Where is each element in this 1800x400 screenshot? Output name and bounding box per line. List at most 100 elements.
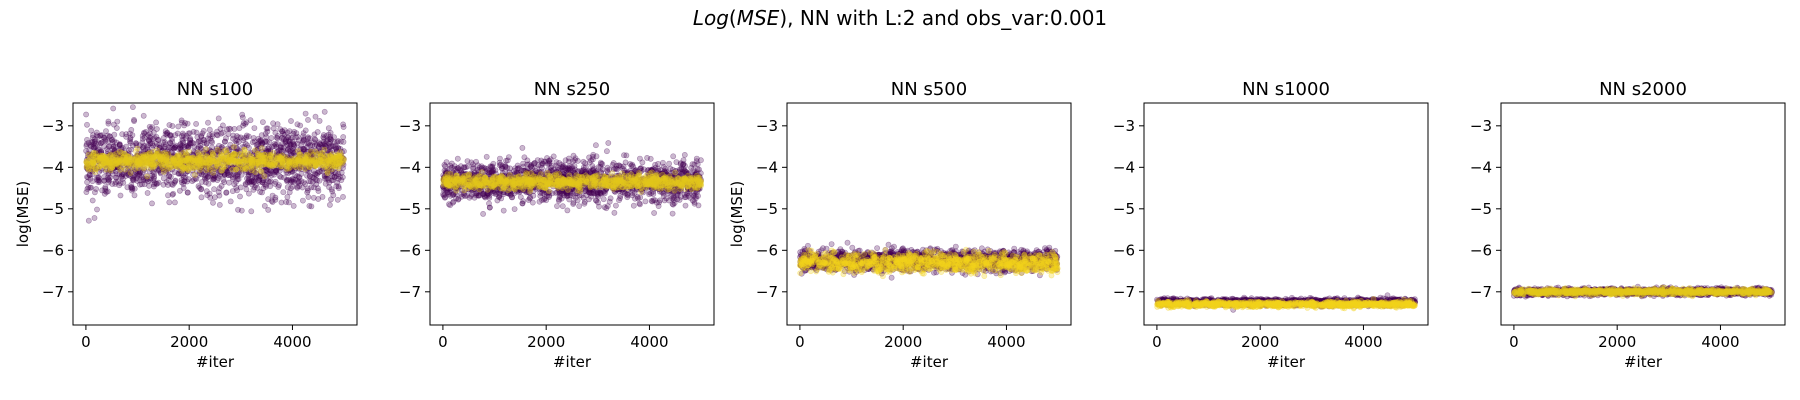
- data-point: [255, 141, 262, 148]
- data-point: [229, 152, 236, 159]
- data-point: [127, 173, 134, 179]
- data-point: [210, 175, 217, 182]
- data-point: [162, 154, 169, 160]
- data-point: [201, 139, 208, 146]
- data-point: [200, 155, 207, 162]
- data-point: [206, 190, 213, 197]
- data-point: [119, 170, 126, 177]
- data-point: [311, 156, 318, 163]
- data-point: [336, 156, 342, 162]
- data-point: [598, 190, 605, 197]
- data-point: [105, 158, 112, 165]
- data-point: [278, 199, 285, 206]
- data-point: [257, 168, 264, 175]
- data-point: [174, 130, 181, 137]
- data-point: [284, 134, 291, 141]
- data-point: [273, 167, 280, 174]
- data-point: [205, 119, 211, 126]
- data-point: [313, 147, 320, 154]
- data-point: [128, 126, 135, 133]
- data-point: [242, 168, 249, 175]
- data-point: [272, 153, 279, 160]
- data-point: [309, 150, 315, 157]
- data-point: [264, 128, 271, 135]
- data-point: [307, 152, 314, 159]
- data-point: [315, 188, 322, 194]
- data-point: [181, 149, 188, 155]
- data-point: [155, 137, 161, 143]
- data-point: [516, 165, 522, 172]
- data-point: [690, 167, 697, 173]
- data-point: [326, 179, 333, 186]
- scatter-points: [439, 140, 704, 217]
- data-point: [267, 167, 274, 174]
- data-point: [218, 130, 225, 137]
- data-point: [277, 160, 284, 167]
- data-point: [223, 167, 230, 174]
- data-point: [264, 170, 271, 177]
- data-point: [174, 157, 181, 164]
- data-point: [102, 184, 109, 190]
- data-point: [450, 198, 457, 205]
- data-point: [235, 164, 241, 171]
- data-point: [228, 160, 234, 167]
- data-point: [232, 153, 239, 160]
- data-point: [295, 173, 302, 180]
- data-point: [282, 155, 289, 162]
- data-point: [282, 139, 289, 146]
- data-point: [131, 154, 138, 161]
- data-point: [89, 157, 96, 164]
- data-point: [159, 158, 166, 165]
- data-point: [655, 203, 662, 209]
- data-point: [95, 177, 102, 184]
- data-point: [479, 190, 486, 197]
- data-point: [235, 171, 241, 178]
- data-point: [330, 155, 337, 162]
- data-point: [160, 181, 167, 188]
- data-point: [271, 154, 278, 161]
- data-point: [172, 142, 179, 149]
- data-point: [335, 183, 342, 190]
- data-point: [153, 119, 159, 126]
- data-point: [676, 196, 683, 203]
- data-point: [262, 156, 269, 163]
- data-point: [660, 190, 667, 197]
- data-point: [263, 172, 270, 179]
- data-point: [268, 160, 275, 167]
- data-point: [323, 133, 330, 139]
- data-point: [250, 177, 257, 184]
- data-point: [213, 150, 220, 157]
- data-point: [132, 172, 138, 178]
- data-point: [229, 166, 236, 173]
- data-point: [236, 125, 243, 132]
- data-point: [306, 162, 313, 168]
- data-point: [89, 178, 96, 185]
- data-point: [245, 144, 252, 151]
- data-point: [669, 210, 676, 217]
- data-point: [322, 143, 329, 149]
- data-point: [119, 148, 125, 155]
- data-point: [98, 148, 105, 155]
- data-point: [105, 120, 112, 127]
- data-point: [331, 162, 338, 169]
- data-point: [95, 158, 102, 165]
- data-point: [185, 144, 192, 151]
- data-point: [285, 161, 292, 168]
- data-point: [167, 161, 174, 168]
- data-point: [179, 130, 186, 137]
- data-point: [280, 136, 287, 143]
- data-point: [289, 168, 296, 175]
- data-point: [318, 150, 325, 157]
- data-point: [237, 151, 244, 157]
- data-point: [146, 158, 153, 165]
- data-point: [680, 166, 687, 173]
- data-point: [265, 163, 272, 170]
- data-point: [115, 164, 122, 171]
- data-point: [321, 164, 328, 170]
- data-point: [240, 120, 247, 127]
- data-point: [621, 152, 627, 159]
- data-point: [146, 182, 152, 189]
- data-point: [634, 193, 641, 200]
- data-point: [191, 171, 198, 178]
- data-point: [224, 126, 230, 133]
